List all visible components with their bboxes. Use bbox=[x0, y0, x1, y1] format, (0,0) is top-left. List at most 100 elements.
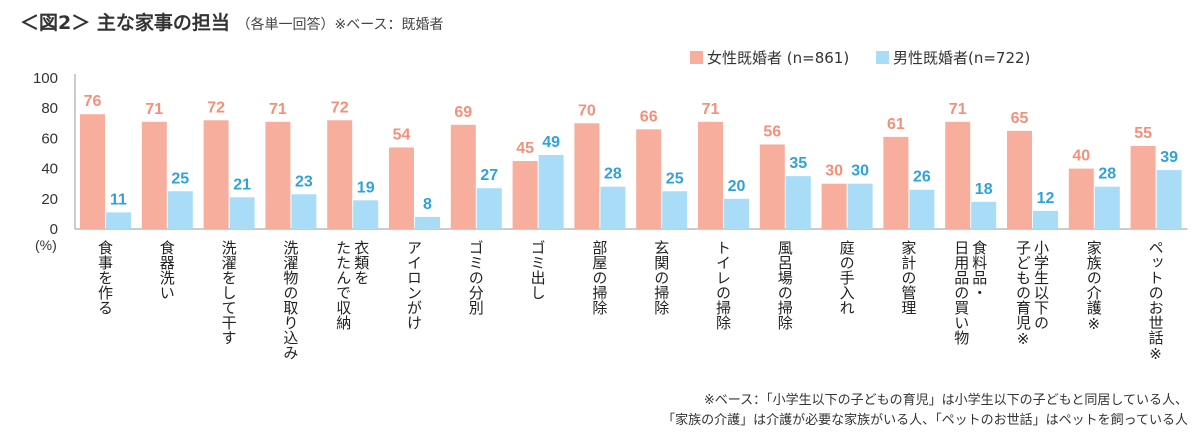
legend-label-female: 女性既婚者 (n=861) bbox=[707, 49, 850, 67]
data-label-female: 66 bbox=[640, 108, 658, 125]
bar-female bbox=[698, 121, 723, 229]
data-label-male: 23 bbox=[295, 173, 313, 190]
bar-male bbox=[1033, 210, 1058, 229]
bar-male bbox=[785, 176, 811, 229]
bar-male bbox=[229, 197, 255, 229]
title-text: ＜図2＞ 主な家事の担当 bbox=[20, 12, 230, 34]
category-label: ゴミの分別 bbox=[467, 240, 485, 316]
category-label: 家族の介護※ bbox=[1085, 240, 1103, 333]
category-label: アイロンがけ bbox=[405, 240, 423, 330]
legend-swatch-female bbox=[690, 51, 703, 64]
data-label-female: 71 bbox=[949, 101, 967, 118]
data-label-male: 8 bbox=[423, 196, 432, 213]
data-label-male: 26 bbox=[913, 169, 931, 186]
data-label-male: 35 bbox=[789, 155, 807, 172]
bar-male bbox=[600, 186, 626, 229]
bar-male bbox=[106, 212, 131, 229]
bar-male bbox=[353, 200, 379, 229]
bar-male bbox=[538, 155, 564, 229]
data-label-female: 69 bbox=[454, 104, 472, 121]
legend-swatch-male bbox=[875, 51, 889, 64]
bar-male bbox=[1156, 170, 1182, 229]
bar-female bbox=[636, 129, 662, 229]
data-label-female: 61 bbox=[887, 116, 905, 133]
category-label: 食器洗い bbox=[158, 240, 176, 300]
bar-female bbox=[574, 123, 600, 229]
data-label-male: 21 bbox=[233, 176, 251, 193]
bar-male bbox=[724, 198, 749, 229]
bar-male bbox=[415, 216, 440, 229]
bar-female bbox=[450, 124, 476, 229]
category-label: 洗濯をして干す bbox=[220, 240, 238, 345]
data-label-male: 25 bbox=[666, 170, 684, 187]
data-label-male: 19 bbox=[357, 179, 375, 196]
bar-female bbox=[512, 161, 538, 229]
footnote-line-2: 「家族の介護」は介護が必要な家族がいる人、「ペットのお世話」はペットを飼っている… bbox=[662, 413, 1188, 428]
category-label: 玄関の掃除 bbox=[652, 240, 670, 315]
data-label-female: 54 bbox=[393, 126, 411, 143]
y-tick-label: 60 bbox=[41, 130, 58, 147]
data-label-female: 72 bbox=[331, 99, 349, 116]
category-label: 庭の手入れ bbox=[838, 240, 856, 315]
bar-female bbox=[821, 183, 847, 229]
data-label-female: 40 bbox=[1072, 148, 1090, 165]
data-label-male: 39 bbox=[1160, 149, 1178, 166]
bar-female bbox=[265, 121, 291, 229]
bar-male bbox=[662, 191, 688, 229]
bar-female bbox=[389, 147, 414, 229]
category-label: たたんで収納 bbox=[334, 240, 352, 331]
category-label: 家計の管理 bbox=[899, 240, 917, 315]
data-label-female: 56 bbox=[763, 123, 781, 140]
bar-female bbox=[1007, 130, 1032, 229]
data-label-male: 30 bbox=[851, 163, 869, 180]
category-label: 洗濯物の取り込み bbox=[281, 240, 299, 360]
category-label: 小学生以下の bbox=[1032, 240, 1050, 330]
legend: 女性既婚者 (n=861) 男性既婚者(n=722) bbox=[690, 47, 1052, 68]
bar-male bbox=[1094, 186, 1120, 229]
data-label-female: 30 bbox=[825, 163, 843, 180]
bar-female bbox=[945, 121, 971, 229]
y-tick-label: 80 bbox=[41, 100, 58, 117]
category-label: ゴミ出し bbox=[529, 240, 547, 300]
y-axis-unit: (%) bbox=[35, 237, 57, 253]
category-label: 日用品の買い物 bbox=[952, 240, 970, 346]
data-label-female: 65 bbox=[1011, 110, 1029, 127]
data-label-male: 28 bbox=[604, 166, 622, 183]
bar-female bbox=[80, 114, 105, 229]
bar-male bbox=[971, 201, 997, 229]
category-label: 衣類を bbox=[352, 240, 370, 285]
y-tick-label: 0 bbox=[50, 221, 58, 238]
bar-female bbox=[1130, 145, 1156, 229]
data-label-female: 71 bbox=[145, 101, 163, 118]
chart-title: ＜図2＞ 主な家事の担当 （各単一回答）※ベース：既婚者 bbox=[20, 8, 444, 35]
bar-female bbox=[759, 144, 785, 229]
footnote-line-1: ※ベース：「小学生以下の子どもの育児」は小学生以下の子どもと同居している人、 bbox=[703, 393, 1188, 408]
bar-male bbox=[909, 189, 935, 229]
data-label-female: 55 bbox=[1134, 125, 1152, 142]
bar-female bbox=[203, 120, 229, 229]
legend-item-male: 男性既婚者(n=722) bbox=[875, 47, 1031, 68]
category-label: 子どもの育児※ bbox=[1014, 240, 1032, 348]
legend-item-female: 女性既婚者 (n=861) bbox=[690, 47, 849, 68]
data-label-female: 45 bbox=[516, 140, 534, 157]
subtitle-text: （各単一回答）※ベース：既婚者 bbox=[236, 17, 444, 33]
bar-male bbox=[476, 188, 502, 229]
data-label-male: 20 bbox=[728, 178, 746, 195]
data-label-male: 25 bbox=[171, 170, 189, 187]
category-label: 部屋の掃除 bbox=[590, 240, 608, 315]
bar-male bbox=[291, 194, 317, 229]
category-label: 風呂場の掃除 bbox=[776, 240, 794, 330]
bar-female bbox=[883, 136, 909, 229]
data-label-male: 49 bbox=[542, 134, 560, 151]
data-label-male: 12 bbox=[1037, 190, 1055, 207]
legend-label-male: 男性既婚者(n=722) bbox=[892, 49, 1031, 67]
footnote: ※ベース：「小学生以下の子どもの育児」は小学生以下の子どもと同居している人、 「… bbox=[662, 391, 1188, 431]
category-label: ペットのお世話※ bbox=[1147, 240, 1165, 363]
data-label-female: 71 bbox=[702, 101, 720, 118]
y-tick-label: 40 bbox=[41, 161, 58, 178]
data-label-male: 27 bbox=[480, 167, 498, 184]
category-label: 食料品・ bbox=[970, 240, 988, 300]
data-label-female: 72 bbox=[207, 99, 225, 116]
y-tick-label: 20 bbox=[41, 191, 58, 208]
